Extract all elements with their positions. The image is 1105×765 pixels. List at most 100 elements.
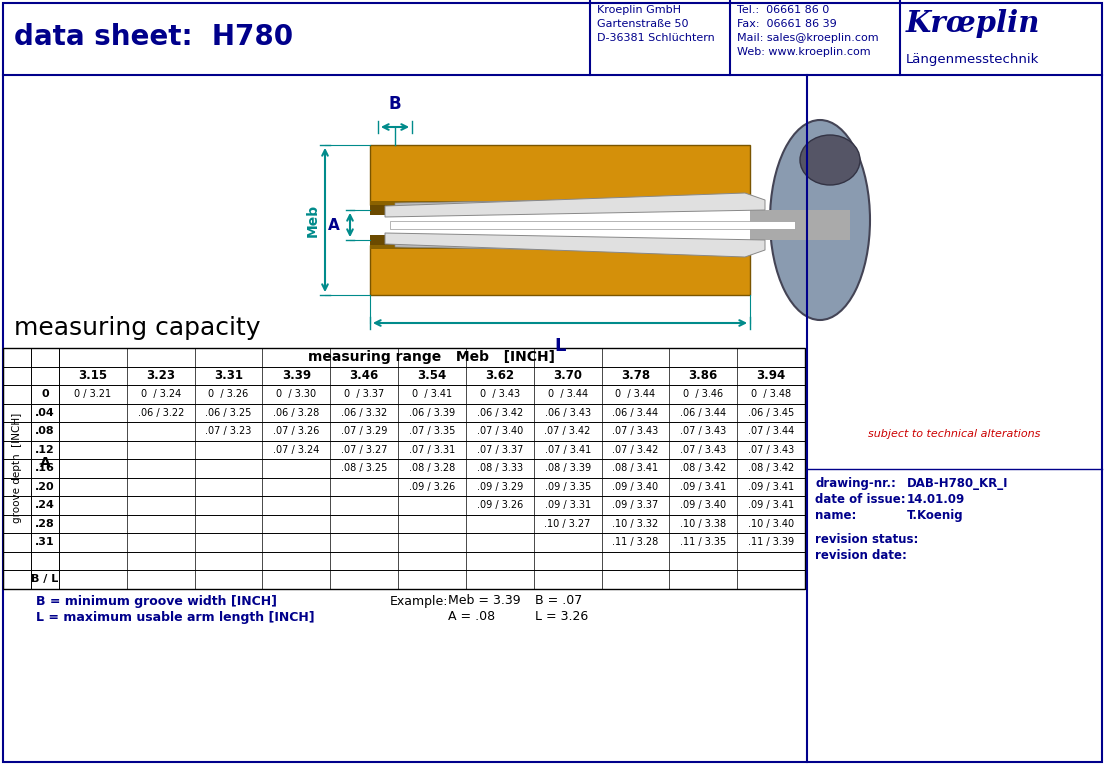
Text: drawing-nr.:: drawing-nr.: xyxy=(815,477,896,490)
Text: .09 / 3.40: .09 / 3.40 xyxy=(681,500,726,510)
Text: Krœplin: Krœplin xyxy=(906,8,1041,37)
Text: .11 / 3.39: .11 / 3.39 xyxy=(748,537,794,547)
Text: .09 / 3.26: .09 / 3.26 xyxy=(409,482,455,492)
Text: .06 / 3.45: .06 / 3.45 xyxy=(748,408,794,418)
Text: .06 / 3.44: .06 / 3.44 xyxy=(612,408,659,418)
Text: L = 3.26: L = 3.26 xyxy=(535,610,588,623)
Text: Meb = 3.39: Meb = 3.39 xyxy=(448,594,520,607)
Text: .09 / 3.37: .09 / 3.37 xyxy=(612,500,659,510)
Text: .07 / 3.27: .07 / 3.27 xyxy=(341,444,388,454)
Text: .09 / 3.40: .09 / 3.40 xyxy=(612,482,659,492)
Text: 3.70: 3.70 xyxy=(554,369,582,382)
Text: .09 / 3.35: .09 / 3.35 xyxy=(545,482,591,492)
Text: .12: .12 xyxy=(35,444,55,454)
Text: 3.94: 3.94 xyxy=(757,369,786,382)
Text: DAB-H780_KR_I: DAB-H780_KR_I xyxy=(907,477,1009,490)
Text: .08 / 3.42: .08 / 3.42 xyxy=(681,464,726,474)
Text: .07 / 3.43: .07 / 3.43 xyxy=(681,426,726,436)
Text: .08 / 3.25: .08 / 3.25 xyxy=(341,464,388,474)
Text: .06 / 3.43: .06 / 3.43 xyxy=(545,408,591,418)
Bar xyxy=(3,348,806,588)
Polygon shape xyxy=(385,233,765,257)
Bar xyxy=(750,210,850,240)
Text: .08 / 3.42: .08 / 3.42 xyxy=(748,464,794,474)
Bar xyxy=(370,245,750,249)
Text: .06 / 3.22: .06 / 3.22 xyxy=(137,408,183,418)
Text: 14.01.09: 14.01.09 xyxy=(907,493,966,506)
Text: .07 / 3.42: .07 / 3.42 xyxy=(612,444,659,454)
Polygon shape xyxy=(385,193,765,217)
Text: 3.86: 3.86 xyxy=(688,369,718,382)
Text: 3.15: 3.15 xyxy=(78,369,107,382)
Polygon shape xyxy=(394,197,740,209)
Text: L = maximum usable arm length [INCH]: L = maximum usable arm length [INCH] xyxy=(36,610,315,623)
Text: .07 / 3.44: .07 / 3.44 xyxy=(748,426,794,436)
Text: Kroeplin GmbH
Gartenstraße 50
D-36381 Schlüchtern: Kroeplin GmbH Gartenstraße 50 D-36381 Sc… xyxy=(597,5,715,43)
Text: .10 / 3.27: .10 / 3.27 xyxy=(545,519,591,529)
Text: 0  / 3.24: 0 / 3.24 xyxy=(140,389,181,399)
Text: .20: .20 xyxy=(35,482,55,492)
Text: Tel.:  06661 86 0
Fax:  06661 86 39
Mail: sales@kroeplin.com
Web: www.kroeplin.c: Tel.: 06661 86 0 Fax: 06661 86 39 Mail: … xyxy=(737,5,878,57)
Text: name:: name: xyxy=(815,509,856,522)
Text: 3.78: 3.78 xyxy=(621,369,650,382)
Text: .08 / 3.39: .08 / 3.39 xyxy=(545,464,591,474)
Text: 0  / 3.41: 0 / 3.41 xyxy=(412,389,452,399)
Text: .07 / 3.43: .07 / 3.43 xyxy=(681,444,726,454)
Text: .07 / 3.23: .07 / 3.23 xyxy=(206,426,252,436)
Text: .07 / 3.26: .07 / 3.26 xyxy=(273,426,319,436)
Text: 0  / 3.43: 0 / 3.43 xyxy=(480,389,519,399)
Text: date of issue:: date of issue: xyxy=(815,493,906,506)
Text: .11 / 3.35: .11 / 3.35 xyxy=(681,537,726,547)
Text: .09 / 3.41: .09 / 3.41 xyxy=(748,500,794,510)
Text: A = .08: A = .08 xyxy=(448,610,495,623)
Text: .09 / 3.29: .09 / 3.29 xyxy=(476,482,523,492)
Text: data sheet:  H780: data sheet: H780 xyxy=(14,23,293,51)
Text: .09 / 3.41: .09 / 3.41 xyxy=(681,482,726,492)
Text: .28: .28 xyxy=(35,519,55,529)
Text: .06 / 3.39: .06 / 3.39 xyxy=(409,408,455,418)
Text: A: A xyxy=(328,217,340,233)
Text: Meb: Meb xyxy=(306,203,320,236)
Text: B / L: B / L xyxy=(31,575,59,584)
Text: 3.31: 3.31 xyxy=(214,369,243,382)
Text: 3.62: 3.62 xyxy=(485,369,515,382)
Bar xyxy=(370,235,394,245)
Polygon shape xyxy=(394,239,740,253)
Text: .07 / 3.24: .07 / 3.24 xyxy=(273,444,319,454)
Text: revision date:: revision date: xyxy=(815,549,907,562)
Text: .09 / 3.26: .09 / 3.26 xyxy=(476,500,523,510)
Text: .09 / 3.41: .09 / 3.41 xyxy=(748,482,794,492)
Text: L: L xyxy=(555,337,566,355)
Text: .08 / 3.41: .08 / 3.41 xyxy=(612,464,659,474)
Text: .07 / 3.40: .07 / 3.40 xyxy=(476,426,523,436)
Text: .10 / 3.40: .10 / 3.40 xyxy=(748,519,794,529)
Text: B: B xyxy=(389,95,401,113)
Text: .07 / 3.31: .07 / 3.31 xyxy=(409,444,455,454)
Bar xyxy=(370,201,750,205)
Text: .06 / 3.32: .06 / 3.32 xyxy=(341,408,388,418)
Text: T.Koenig: T.Koenig xyxy=(907,509,964,522)
Text: 3.46: 3.46 xyxy=(349,369,379,382)
Text: .07 / 3.42: .07 / 3.42 xyxy=(545,426,591,436)
Text: .09 / 3.31: .09 / 3.31 xyxy=(545,500,591,510)
Text: .06 / 3.28: .06 / 3.28 xyxy=(273,408,319,418)
Text: 3.23: 3.23 xyxy=(146,369,176,382)
Text: groove depth  [INCH]: groove depth [INCH] xyxy=(12,413,22,523)
Text: .24: .24 xyxy=(35,500,55,510)
Text: .07 / 3.41: .07 / 3.41 xyxy=(545,444,591,454)
Text: A: A xyxy=(40,456,51,470)
Text: .10 / 3.38: .10 / 3.38 xyxy=(681,519,726,529)
Text: Längenmesstechnik: Längenmesstechnik xyxy=(906,53,1040,66)
Text: B = .07: B = .07 xyxy=(535,594,582,607)
Text: .07 / 3.35: .07 / 3.35 xyxy=(409,426,455,436)
Text: 0  / 3.44: 0 / 3.44 xyxy=(615,389,655,399)
Text: measuring range   Meb   [INCH]: measuring range Meb [INCH] xyxy=(308,350,556,364)
Text: 0  / 3.26: 0 / 3.26 xyxy=(209,389,249,399)
Ellipse shape xyxy=(800,135,860,185)
Text: .07 / 3.37: .07 / 3.37 xyxy=(476,444,523,454)
Text: revision status:: revision status: xyxy=(815,533,918,546)
Text: Example:: Example: xyxy=(390,594,449,607)
Text: .07 / 3.43: .07 / 3.43 xyxy=(612,426,659,436)
Text: .16: .16 xyxy=(35,464,55,474)
Bar xyxy=(390,221,794,229)
